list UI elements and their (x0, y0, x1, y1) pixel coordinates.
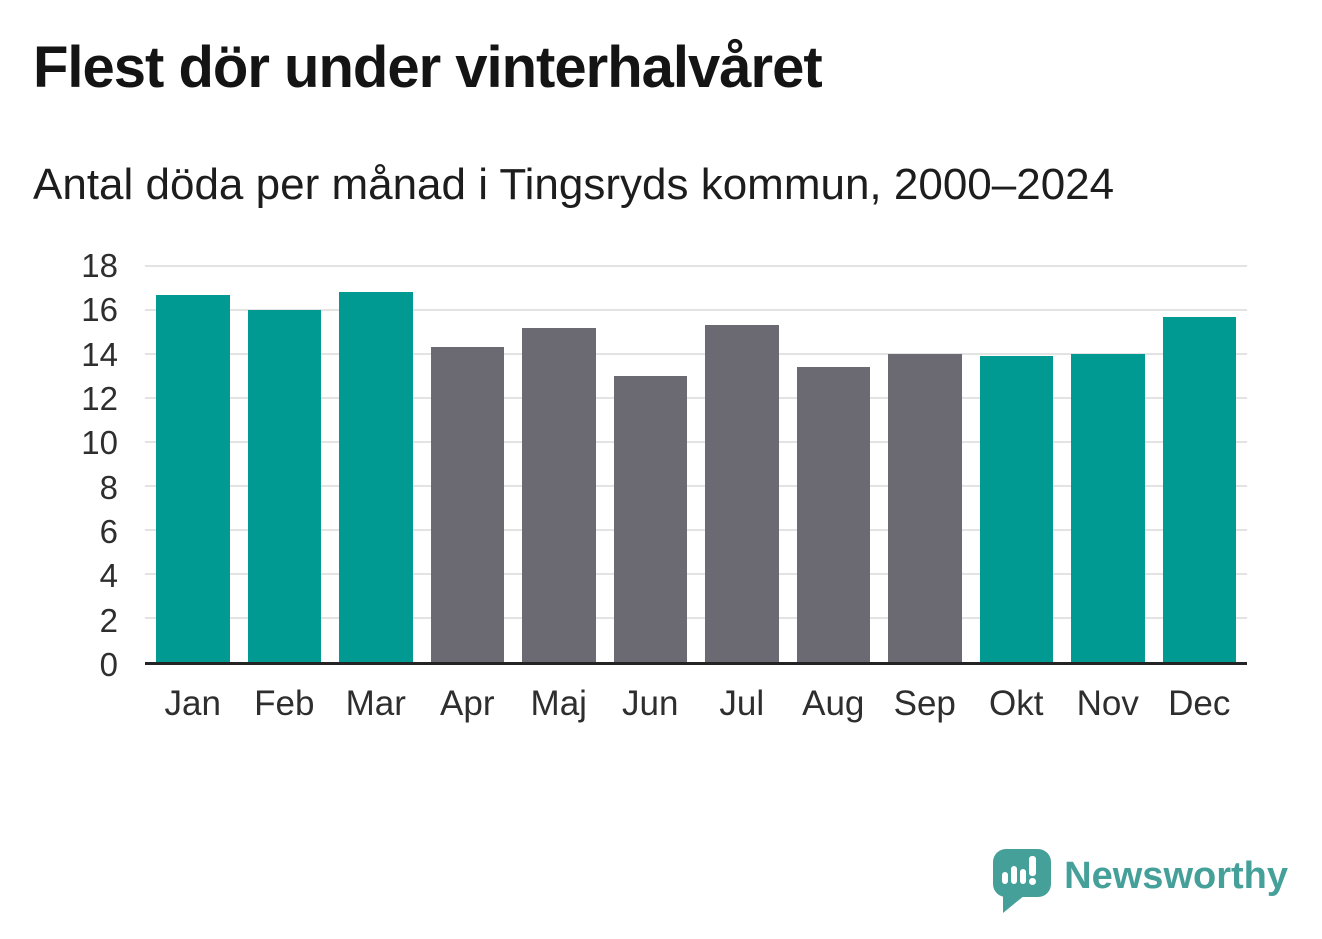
bar-dec (1162, 316, 1236, 662)
gridline (145, 529, 1247, 532)
x-tick-label: Maj (530, 684, 587, 723)
x-axis-labels: Jan Feb Mar Apr Maj Jun Jul Aug Sep Okt Nov Dec (145, 684, 1247, 724)
gridline (145, 397, 1247, 400)
bar-mar (339, 292, 413, 662)
bar-okt (979, 356, 1053, 662)
gridline (145, 485, 1247, 488)
y-axis-labels: 0 2 4 6 8 10 12 14 16 18 (81, 247, 118, 683)
bar-jan (156, 294, 230, 662)
bar-feb (247, 310, 321, 662)
speech-bubble-bar-chart-icon (993, 849, 1052, 917)
x-tick-label: Feb (254, 684, 315, 723)
gridline (145, 573, 1247, 576)
chart-subtitle: Antal döda per månad i Tingsryds kommun,… (33, 160, 1115, 209)
bar-apr (430, 347, 504, 662)
gridline (145, 353, 1247, 355)
x-tick-label: Apr (440, 684, 495, 723)
x-tick-label: Jul (719, 684, 765, 723)
x-tick-label: Jun (622, 684, 679, 723)
x-tick-label: Aug (802, 684, 865, 723)
newsworthy-branding: Newsworthy (993, 849, 1288, 917)
chart-area: 0 2 4 6 8 10 12 14 16 18 (0, 247, 1322, 683)
x-tick-label: Jan (164, 684, 221, 723)
bar-sep (888, 354, 962, 662)
bar-jul (705, 325, 779, 662)
x-tick-label: Sep (893, 684, 956, 723)
plot-area (145, 265, 1247, 665)
brand-name: Newsworthy (1064, 854, 1288, 897)
x-tick-label: Mar (345, 684, 406, 723)
gridline (145, 309, 1247, 312)
x-tick-label: Dec (1168, 684, 1231, 723)
x-tick-label: Nov (1076, 684, 1139, 723)
gridline (145, 265, 1247, 267)
gridline (145, 441, 1247, 443)
bar-jun (613, 376, 687, 662)
gridline (145, 617, 1247, 620)
bar-aug (796, 367, 870, 662)
bars-row (145, 266, 1247, 662)
chart-title: Flest dör under vinterhalvåret (33, 35, 823, 100)
x-tick-label: Okt (989, 684, 1044, 723)
bar-maj (522, 327, 596, 662)
bar-nov (1071, 354, 1145, 662)
